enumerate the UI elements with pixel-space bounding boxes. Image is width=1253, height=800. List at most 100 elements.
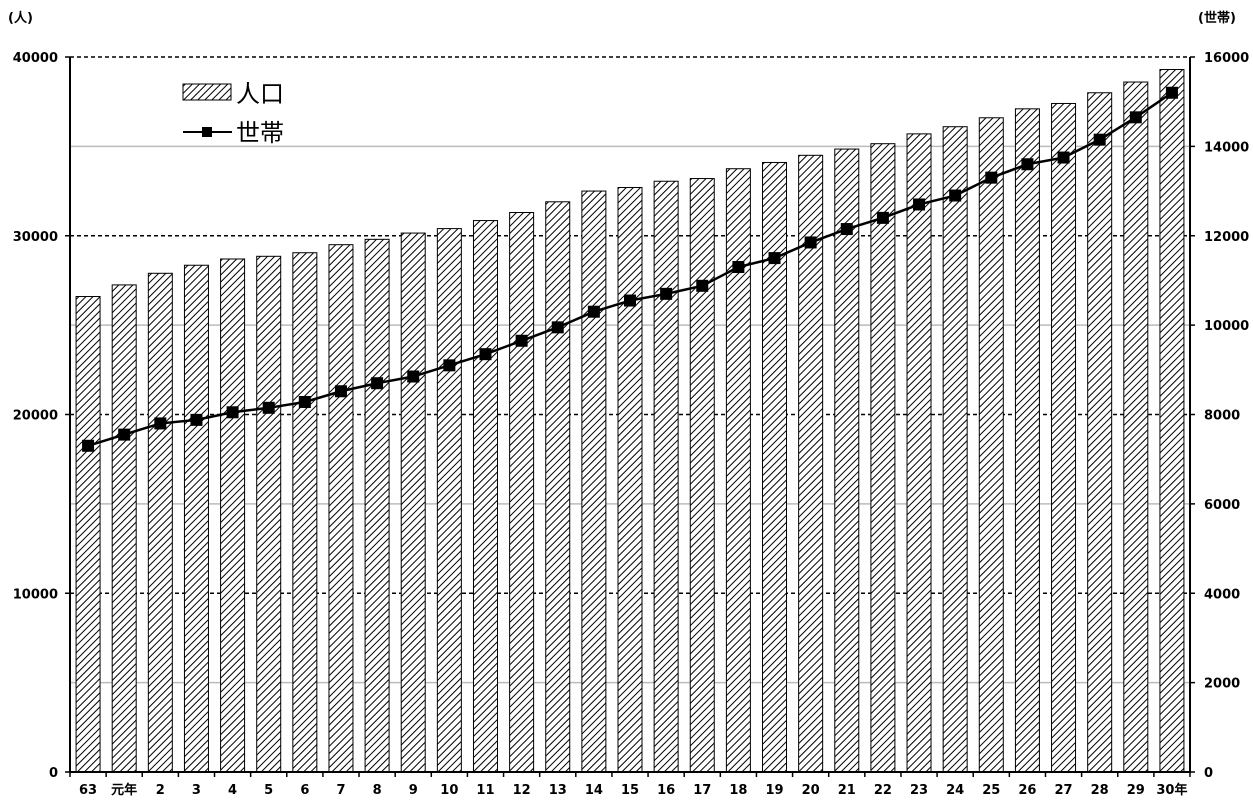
- household-marker: [443, 359, 456, 372]
- household-marker: [551, 321, 564, 334]
- x-tick-label: 4: [228, 783, 237, 798]
- household-marker: [190, 413, 203, 426]
- left-tick-label: 40000: [13, 51, 58, 66]
- household-marker: [1165, 86, 1178, 99]
- x-tick-label: 8: [373, 783, 382, 798]
- household-marker: [840, 223, 853, 236]
- x-tick-label: 16: [657, 783, 675, 798]
- population-bar: [111, 284, 137, 773]
- household-marker: [154, 417, 167, 430]
- x-tick-label: 9: [409, 783, 418, 798]
- household-marker: [262, 401, 275, 414]
- x-tick-label: 15: [621, 783, 639, 798]
- right-tick-label: 6000: [1204, 498, 1240, 513]
- population-bar: [906, 133, 932, 773]
- population-bar: [653, 180, 679, 773]
- population-bar: [798, 154, 824, 773]
- x-tick-label: 7: [336, 783, 345, 798]
- x-tick-label: 12: [513, 783, 531, 798]
- legend: 人口 世帯: [182, 80, 284, 147]
- household-marker: [479, 348, 492, 361]
- population-bar: [1159, 69, 1185, 773]
- left-tick-label: 20000: [13, 409, 58, 424]
- household-marker: [371, 377, 384, 390]
- population-bar: [725, 168, 751, 773]
- x-tick-label: 21: [838, 783, 856, 798]
- axes: [65, 56, 1195, 777]
- legend-household-label: 世帯: [236, 119, 284, 147]
- population-bar: [1051, 102, 1077, 773]
- household-marker: [804, 236, 817, 249]
- right-tick-label: 16000: [1204, 51, 1249, 66]
- right-tick-label: 12000: [1204, 230, 1249, 245]
- right-tick-label: 10000: [1204, 319, 1249, 334]
- x-tick-label: 25: [982, 783, 1000, 798]
- population-bar: [256, 255, 282, 773]
- right-tick-label: 8000: [1204, 409, 1240, 424]
- x-tick-label: 3: [192, 783, 201, 798]
- x-tick-label: 2: [156, 783, 165, 798]
- household-marker: [985, 171, 998, 184]
- population-bar: [689, 178, 715, 773]
- population-bar: [1123, 81, 1149, 773]
- household-marker: [1021, 158, 1034, 171]
- x-tick-label: 11: [476, 783, 494, 798]
- household-marker: [876, 211, 889, 224]
- household-marker: [407, 370, 420, 383]
- x-tick-label: 5: [264, 783, 273, 798]
- population-bar: [581, 190, 607, 773]
- x-tick-label: 元年: [111, 782, 137, 798]
- population-bar: [1087, 92, 1113, 773]
- household-marker: [696, 279, 709, 292]
- population-bar: [328, 244, 354, 773]
- x-tick-label: 13: [549, 783, 567, 798]
- population-bar: [509, 212, 535, 773]
- left-tick-label: 10000: [13, 587, 58, 602]
- household-marker: [1129, 111, 1142, 124]
- x-tick-label: 27: [1055, 783, 1073, 798]
- x-tick-label: 14: [585, 783, 603, 798]
- x-tick-label: 26: [1018, 783, 1036, 798]
- left-tick-label: 0: [49, 766, 58, 781]
- x-tick-label: 28: [1091, 783, 1109, 798]
- legend-population-label: 人口: [236, 80, 284, 108]
- right-tick-label: 2000: [1204, 677, 1240, 692]
- x-tick-label: 30年: [1156, 782, 1187, 798]
- household-marker: [913, 198, 926, 211]
- household-marker: [1093, 133, 1106, 146]
- legend-household-marker: [202, 127, 212, 137]
- population-bar: [834, 148, 860, 773]
- population-bar: [472, 220, 498, 773]
- household-marker: [1057, 151, 1070, 164]
- population-bar: [870, 143, 896, 773]
- x-tick-label: 6: [300, 783, 309, 798]
- x-tick-label: 17: [693, 783, 711, 798]
- household-marker: [624, 294, 636, 307]
- population-bar: [436, 228, 462, 773]
- household-marker: [587, 305, 600, 318]
- x-tick-label: 29: [1127, 783, 1145, 798]
- population-bar: [292, 252, 318, 773]
- household-marker: [298, 395, 311, 408]
- household-marker: [515, 334, 528, 347]
- population-bar: [942, 126, 968, 773]
- population-bar: [364, 238, 390, 773]
- left-tick-label: 30000: [13, 230, 58, 245]
- x-tick-label: 18: [729, 783, 747, 798]
- household-marker: [732, 261, 745, 274]
- household-marker: [334, 385, 347, 398]
- legend-population-swatch: [182, 83, 232, 101]
- tick-labels: 0 10000 20000 30000 40000 0 2000 4000 6000 8000 10…: [13, 51, 1249, 798]
- right-axis-unit-label: (世帯): [1198, 10, 1236, 26]
- population-bar: [220, 258, 246, 773]
- x-tick-label: 22: [874, 783, 892, 798]
- population-bars: [75, 69, 1185, 773]
- population-bar: [183, 264, 209, 773]
- x-tick-label: 20: [802, 783, 820, 798]
- population-bar: [978, 117, 1004, 773]
- household-marker: [768, 252, 781, 265]
- right-tick-label: 0: [1204, 766, 1213, 781]
- x-tick-label: 63: [79, 783, 97, 798]
